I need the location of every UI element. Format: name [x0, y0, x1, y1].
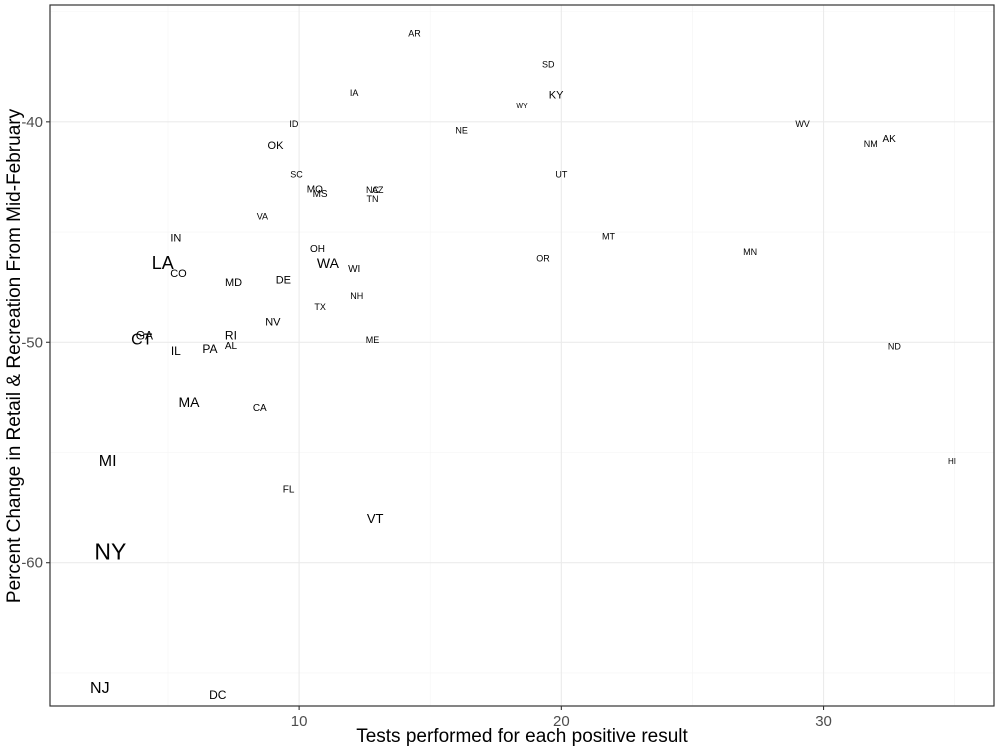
point-label-me: ME: [366, 335, 380, 345]
point-label-nd: ND: [888, 342, 901, 352]
plot-border: [49, 4, 995, 707]
point-label-wi: WI: [348, 264, 360, 275]
point-label-ms: MS: [313, 189, 328, 200]
point-label-la: LA: [152, 253, 174, 273]
point-label-id: ID: [289, 119, 299, 129]
point-label-ok: OK: [268, 140, 285, 152]
point-label-tn: TN: [367, 194, 379, 204]
point-label-ut: UT: [555, 170, 567, 180]
point-label-mn: MN: [743, 247, 757, 257]
point-label-wa: WA: [317, 255, 340, 271]
point-label-ky: KY: [549, 89, 564, 101]
point-label-vt: VT: [367, 511, 384, 526]
point-label-nm: NM: [864, 139, 878, 149]
point-label-ri: RI: [225, 329, 237, 343]
plot-panel: [50, 5, 994, 706]
x-tick-label: 20: [553, 713, 570, 730]
point-label-nv: NV: [265, 316, 281, 328]
point-label-wv: WV: [795, 119, 810, 129]
x-tick-label: 10: [291, 713, 308, 730]
point-label-nc: NC: [366, 185, 379, 195]
y-tick-label: -60: [21, 555, 43, 572]
x-tick-label: 30: [815, 713, 832, 730]
point-label-ga: GA: [136, 329, 153, 343]
point-label-md: MD: [225, 277, 242, 289]
point-label-dc: DC: [209, 688, 227, 702]
point-label-sd: SD: [542, 60, 555, 70]
point-label-mt: MT: [602, 231, 615, 241]
point-label-hi: HI: [948, 457, 956, 466]
point-label-ne: NE: [455, 126, 468, 136]
point-label-nj: NJ: [90, 680, 110, 697]
point-label-az: AZ: [372, 185, 384, 195]
point-label-ct: CT: [131, 332, 153, 349]
point-label-ca: CA: [253, 403, 267, 414]
point-label-mi: MI: [99, 453, 117, 470]
point-label-va: VA: [257, 212, 268, 222]
point-label-ma: MA: [178, 394, 200, 410]
point-label-ny: NY: [94, 539, 126, 565]
point-label-ia: IA: [350, 88, 359, 98]
point-label-sc: SC: [290, 170, 303, 180]
point-label-de: DE: [276, 275, 291, 287]
point-label-il: IL: [171, 344, 181, 358]
point-label-al: AL: [225, 341, 238, 352]
y-axis-title: Percent Change in Retail & Recreation Fr…: [4, 108, 25, 603]
point-label-in: IN: [170, 233, 181, 245]
point-label-oh: OH: [310, 244, 325, 255]
grid-lines: [50, 5, 994, 706]
x-axis-title: Tests performed for each positive result: [356, 726, 688, 747]
point-label-nh: NH: [350, 291, 363, 301]
point-label-pa: PA: [202, 342, 217, 356]
point-label-ar: AR: [408, 29, 421, 39]
point-label-wy: WY: [516, 103, 528, 110]
point-label-tx: TX: [314, 302, 326, 312]
y-tick-label: -40: [21, 114, 43, 131]
y-tick-label: -50: [21, 334, 43, 351]
point-label-mo: MO: [307, 185, 323, 196]
axis-ticks: 10 20 30 -40 -50 -60: [21, 114, 832, 730]
point-label-co: CO: [170, 268, 187, 280]
point-label-or: OR: [536, 254, 550, 264]
point-label-fl: FL: [283, 484, 295, 495]
point-label-ak: AK: [882, 134, 896, 145]
